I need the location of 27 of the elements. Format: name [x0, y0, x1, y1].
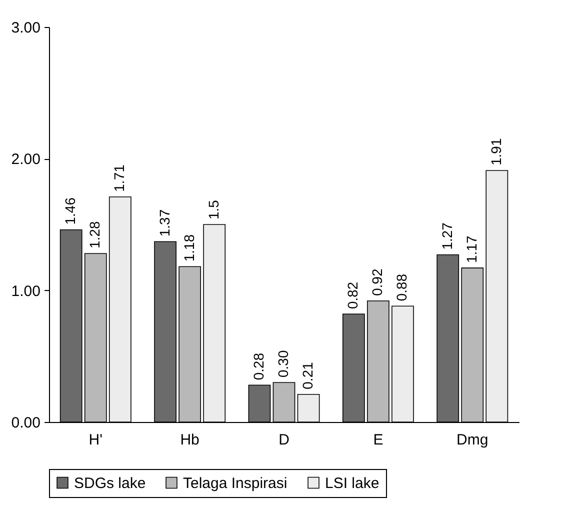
x-tick-label: H' [88, 432, 103, 448]
x-tick-label: Dmg [456, 432, 488, 448]
data-label: 0.82 [344, 282, 361, 310]
data-label: 1.17 [463, 235, 480, 263]
y-tick-label: 0.00 [11, 414, 40, 432]
legend-label: LSI lake [325, 474, 380, 492]
y-tick-label: 2.00 [11, 151, 40, 168]
data-label: 1.37 [156, 209, 172, 237]
y-tick-label: 3.00 [11, 20, 40, 36]
x-tick-label: D [278, 432, 290, 448]
data-label: 1.28 [86, 221, 103, 248]
data-label: 1.5 [205, 200, 222, 220]
legend-label: Telaga Inspirasi [183, 474, 288, 492]
data-label: 1.91 [488, 138, 504, 166]
data-label: 1.71 [111, 164, 128, 192]
x-tick-label: E [373, 432, 384, 448]
data-label: 1.27 [438, 222, 455, 250]
x-tick-label: Hb [180, 432, 200, 448]
data-label: 0.92 [369, 268, 386, 296]
data-label: 0.28 [250, 352, 266, 380]
y-tick-label: 1.00 [11, 282, 40, 300]
data-label: 1.18 [180, 234, 197, 262]
data-label: 0.30 [275, 350, 291, 378]
data-label: 0.21 [300, 362, 316, 390]
legend-label: SDGs lake [74, 474, 146, 492]
data-label: 1.46 [62, 197, 78, 225]
data-label: 0.88 [394, 274, 410, 302]
